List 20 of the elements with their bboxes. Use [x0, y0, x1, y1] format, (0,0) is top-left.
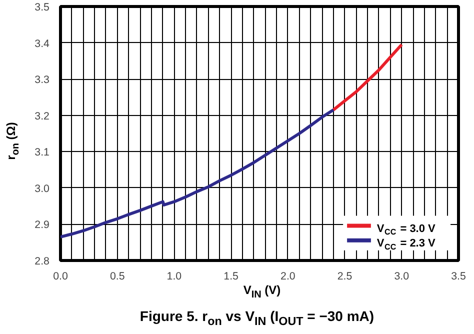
x-tick-label: 1.0: [166, 270, 182, 282]
y-tick-label: 3.0: [34, 182, 50, 195]
x-tick-label: 2.5: [337, 270, 352, 282]
x-tick-label: 3.0: [394, 270, 410, 282]
x-tick-label: 3.5: [451, 270, 466, 282]
text: Figure 5. r$_{on}$ vs V$_{IN}$ (I$_{OUT}$ = −30 mA): [140, 307, 374, 330]
y-tick-label: 3.2: [34, 110, 50, 122]
line-series: [332, 43, 404, 112]
y-tick-label: 3.1: [34, 146, 50, 159]
line-series: [60, 108, 335, 238]
x-axis-title: V$_{IN}$ (V): [243, 282, 281, 302]
y-tick-label: 3.3: [34, 74, 50, 86]
x-tick-label: 2.0: [280, 270, 296, 282]
y-tick-label: 3.5: [34, 2, 50, 14]
x-tick-label: 0.5: [110, 270, 125, 282]
x-tick-label: 0.0: [53, 270, 68, 282]
y-tick-label: 3.4: [34, 38, 50, 50]
x-tick-label: 1.5: [224, 270, 239, 282]
y-tick-label: 2.9: [34, 219, 50, 232]
y-tick-label: 2.8: [34, 256, 50, 268]
